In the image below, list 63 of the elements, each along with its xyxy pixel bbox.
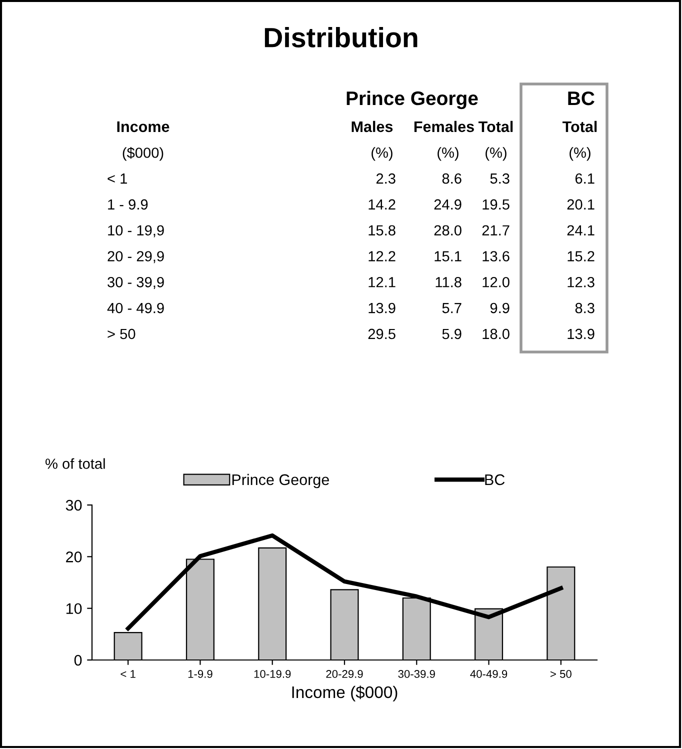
text: Females xyxy=(414,120,474,132)
text: 13.9 xyxy=(568,328,594,340)
y-tick-label: 30 xyxy=(66,500,82,511)
text: 29.5 xyxy=(368,328,396,340)
text: 20 - 29,9 xyxy=(108,251,164,264)
text: (%) xyxy=(486,147,506,161)
text: 24.1 xyxy=(567,225,594,236)
text: 8.3 xyxy=(575,302,594,314)
text: 13.9 xyxy=(368,302,396,314)
text: 9.9 xyxy=(490,302,510,314)
text: 18.0 xyxy=(482,328,510,340)
text: 20.1 xyxy=(567,199,594,210)
legend-label: Prince George xyxy=(232,474,329,488)
x-tick-label: < 1 xyxy=(120,670,136,678)
text: ($000) xyxy=(122,146,164,161)
x-tick-label: 10-19.9 xyxy=(254,670,291,678)
x-tick-label: 1-9.9 xyxy=(188,670,212,678)
text: 5.7 xyxy=(442,303,462,314)
text: Total xyxy=(478,120,513,132)
text: Income xyxy=(117,121,170,132)
text: 14.2 xyxy=(368,199,396,210)
text: 11.8 xyxy=(436,276,462,288)
text: Males xyxy=(352,120,393,132)
text: 15.8 xyxy=(368,225,396,236)
text: 40 - 49.9 xyxy=(107,302,164,314)
y-tick-label: 10 xyxy=(66,603,82,614)
text: 12.0 xyxy=(482,276,510,288)
x-tick-label: > 50 xyxy=(550,670,572,678)
text: 5.3 xyxy=(490,173,510,184)
text: 8.6 xyxy=(442,173,462,184)
text: 10 - 19,9 xyxy=(108,225,164,238)
text: 5.9 xyxy=(442,328,462,340)
text: (%) xyxy=(372,147,392,161)
text: BC xyxy=(568,91,594,106)
y-tick-label: 0 xyxy=(74,654,82,666)
x-tick-label: 40-49.9 xyxy=(470,670,508,678)
text: 12.1 xyxy=(368,276,396,288)
y-axis-title: % of total xyxy=(46,458,105,469)
text: 12.2 xyxy=(368,251,396,262)
text: 15.1 xyxy=(434,251,462,262)
text: 28.0 xyxy=(434,225,462,236)
text: 1 - 9.9 xyxy=(108,199,148,210)
text: 15.2 xyxy=(568,251,594,262)
text: > 50 xyxy=(108,328,136,340)
text: 21.7 xyxy=(482,225,510,236)
x-tick-label: 20-29.9 xyxy=(326,670,363,678)
text: 30 - 39,9 xyxy=(108,276,164,290)
legend-label: BC xyxy=(485,474,505,486)
text: (%) xyxy=(570,147,590,161)
text: Total xyxy=(562,120,597,132)
text: 13.6 xyxy=(482,251,510,262)
text: < 1 xyxy=(108,174,127,184)
text: 6.1 xyxy=(575,173,594,184)
text: Prince George xyxy=(346,90,478,110)
text: 24.9 xyxy=(434,199,462,210)
x-tick-label: 30-39.9 xyxy=(398,670,435,678)
text: 19.5 xyxy=(482,199,510,210)
text: Distribution xyxy=(264,27,418,48)
text: 12.3 xyxy=(568,276,594,288)
text: 2.3 xyxy=(376,173,396,184)
y-tick-label: 20 xyxy=(66,552,82,562)
x-axis-title: Income ($000) xyxy=(292,686,398,702)
text: (%) xyxy=(438,147,458,161)
